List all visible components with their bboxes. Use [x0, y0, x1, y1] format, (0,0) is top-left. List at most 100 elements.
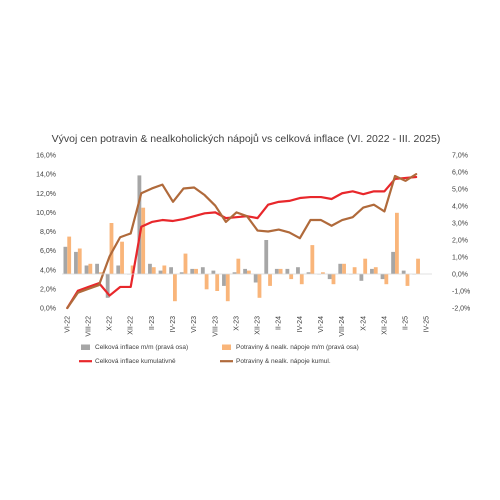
bar: [116, 265, 121, 274]
bar: [243, 268, 247, 274]
bar: [173, 274, 177, 302]
lines: [66, 173, 418, 310]
right-axis-tick-label: 6,0%: [452, 170, 468, 177]
x-axis-tick-label: IV-25: [424, 316, 431, 332]
bar: [137, 175, 142, 274]
legend-label: Potraviny & nealk. nápoje m/m (pravá osa…: [236, 344, 359, 351]
right-axis-tick-label: 0,0%: [452, 272, 468, 279]
bar: [88, 263, 93, 274]
bar: [162, 265, 167, 274]
x-axis-tick-label: XII-23: [255, 316, 262, 335]
right-axis-tick-label: 7,0%: [452, 153, 468, 160]
legend-label: Celková inflace m/m (pravá osa): [95, 344, 188, 351]
right-axis-tick-label: 5,0%: [452, 187, 468, 194]
x-axis-tick-label: XII-22: [128, 316, 135, 335]
left-axis-tick-label: 8,0%: [40, 229, 56, 236]
bar: [380, 274, 385, 280]
bar: [338, 263, 343, 274]
bar: [141, 207, 146, 274]
left-axis-tick-label: 0,0%: [40, 306, 56, 313]
right-axis-tick-label: 4,0%: [452, 204, 468, 211]
left-axis-tick-label: 2,0%: [40, 286, 56, 293]
x-axis-tick-label: II-23: [149, 316, 156, 330]
x-axis-tick-label: X-23: [233, 316, 240, 331]
axes: 0,0% 2,0% 4,0% 6,0% 8,0% 10,0% 12,0% 14,0% 16,0%…: [36, 153, 470, 337]
bar: [373, 267, 378, 274]
bar: [331, 274, 336, 285]
bar: [84, 265, 89, 274]
series-line: [66, 175, 418, 310]
left-axis-tick-label: 4,0%: [40, 267, 56, 274]
bar: [289, 274, 294, 280]
x-axis-tick-label: VI-22: [64, 316, 71, 333]
bar: [215, 274, 220, 291]
bar: [67, 236, 72, 274]
right-axis-tick-label: 1,0%: [452, 255, 468, 262]
x-axis-tick-label: VIII-24: [339, 316, 346, 337]
bar: [225, 274, 230, 302]
bar: [391, 251, 395, 274]
bar: [384, 274, 389, 285]
series-line: [66, 173, 418, 310]
right-axis-tick-label: 2,0%: [452, 238, 468, 245]
bar: [148, 263, 152, 274]
bar: [253, 274, 258, 283]
bar: [359, 274, 364, 281]
bar: [296, 267, 300, 274]
bar: [264, 240, 269, 274]
left-axis-tick-label: 14,0%: [36, 172, 56, 179]
bar: [405, 274, 410, 286]
bar: [247, 270, 251, 274]
right-axis-tick-label: -1,0%: [452, 289, 470, 296]
bar: [99, 272, 103, 274]
bar: [105, 274, 110, 298]
bar: [416, 258, 420, 274]
x-axis-tick-label: IV-23: [170, 316, 177, 332]
bar: [151, 267, 156, 274]
left-axis-tick-label: 10,0%: [36, 210, 56, 217]
bar: [194, 268, 198, 274]
bar: [370, 268, 374, 274]
x-axis-tick-label: VI-23: [191, 316, 198, 333]
x-axis-tick-label: X-24: [360, 316, 367, 331]
bar: [169, 267, 173, 274]
bar: [130, 265, 135, 274]
bar: [268, 274, 272, 286]
right-axis-tick-label: 3,0%: [452, 221, 468, 228]
bar: [179, 272, 184, 274]
bar: [310, 245, 315, 274]
bar: [306, 272, 311, 274]
bar: [74, 251, 78, 274]
bar: [285, 268, 290, 274]
bar: [204, 274, 209, 290]
bar: [109, 223, 114, 274]
bar: [395, 212, 399, 274]
bar: [222, 274, 226, 286]
bar: [63, 246, 68, 274]
bar: [363, 258, 368, 274]
bar: [352, 267, 357, 274]
legend-label: Celková inflace kumulativně: [95, 358, 176, 365]
bar: [327, 274, 332, 280]
x-axis-tick-label: II-24: [276, 316, 283, 330]
x-axis-tick-label: VIII-22: [85, 316, 92, 337]
left-axis-tick-label: 16,0%: [36, 153, 56, 160]
bar: [200, 267, 205, 274]
bar: [211, 270, 216, 274]
bars: [63, 175, 420, 302]
x-axis-tick-label: IV-24: [297, 316, 304, 332]
x-axis-tick-label: VI-24: [318, 316, 325, 333]
bar: [183, 253, 188, 274]
x-axis-tick-label: X-22: [107, 316, 114, 331]
bar: [278, 268, 283, 274]
bar: [77, 248, 82, 274]
bar: [401, 270, 406, 274]
legend-label: Potraviny & nealk. nápoje kumul.: [236, 358, 331, 365]
x-axis-tick-label: II-25: [403, 316, 410, 330]
bar: [232, 272, 237, 274]
bar: [158, 270, 163, 274]
left-axis-tick-label: 6,0%: [40, 248, 56, 255]
bar: [274, 268, 279, 274]
bar: [257, 274, 262, 298]
